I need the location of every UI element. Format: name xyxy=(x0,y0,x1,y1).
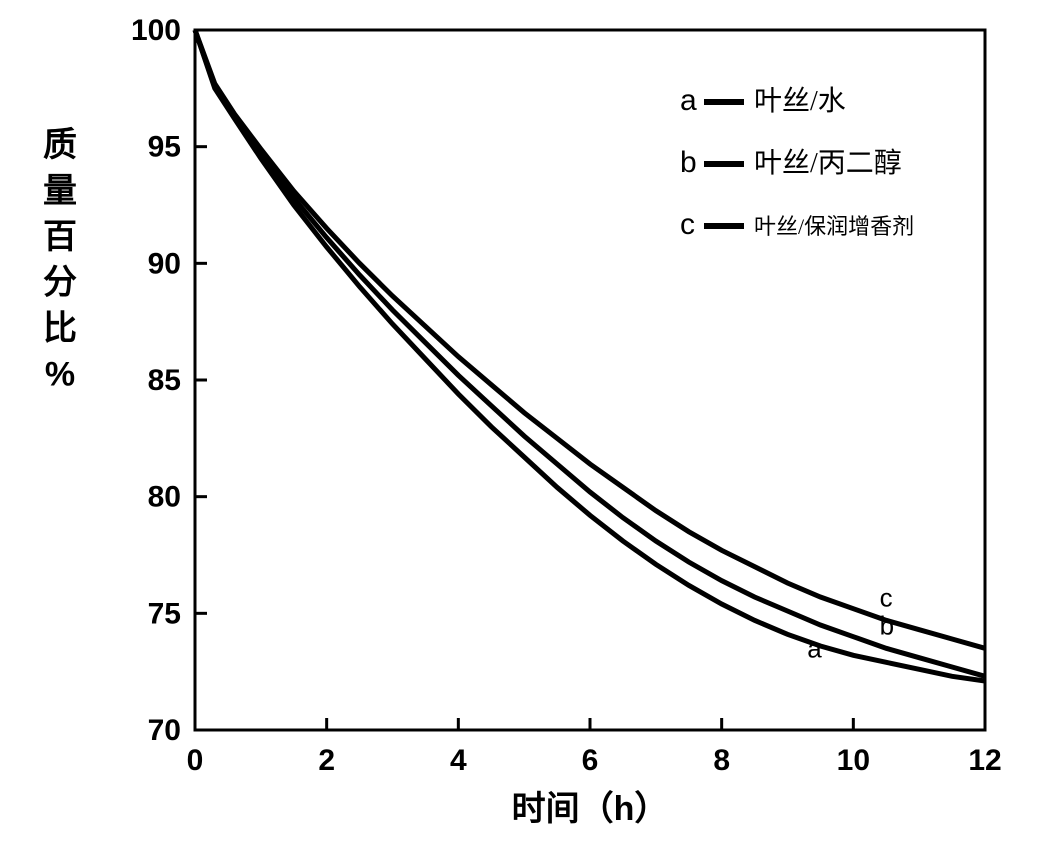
y-axis-title-char: 量 xyxy=(43,172,77,210)
legend-prefix-a: a xyxy=(680,84,697,117)
y-tick-label: 75 xyxy=(148,597,181,630)
x-tick-label: 4 xyxy=(450,744,467,777)
y-axis-title-char: 百 xyxy=(43,218,77,256)
curve-label-a: a xyxy=(807,634,822,664)
y-tick-label: 85 xyxy=(148,364,181,397)
x-tick-label: 2 xyxy=(318,744,335,777)
x-tick-label: 0 xyxy=(187,744,204,777)
y-tick-label: 90 xyxy=(148,247,181,280)
x-tick-label: 10 xyxy=(837,744,870,777)
legend-label-c: 叶丝/保润增香剂 xyxy=(754,214,914,239)
curve-label-c: c xyxy=(880,582,893,612)
y-tick-label: 100 xyxy=(131,14,181,47)
x-tick-label: 12 xyxy=(968,744,1001,777)
y-axis-title-char: 比 xyxy=(43,310,77,348)
y-tick-label: 70 xyxy=(148,714,181,747)
y-tick-label: 80 xyxy=(148,481,181,514)
legend-label-b: 叶丝/丙二醇 xyxy=(754,147,902,179)
legend-label-a: 叶丝/水 xyxy=(754,85,846,117)
y-axis-title-char: % xyxy=(45,356,75,394)
x-tick-label: 6 xyxy=(582,744,599,777)
y-axis-title-char: 质 xyxy=(43,126,77,164)
y-tick-label: 95 xyxy=(148,131,181,164)
x-tick-label: 8 xyxy=(713,744,730,777)
legend-prefix-c: c xyxy=(680,208,695,241)
line-chart: 024681012707580859095100时间（h）质量百分比%abca叶… xyxy=(0,0,1054,854)
curve-label-b: b xyxy=(880,610,894,640)
legend-prefix-b: b xyxy=(680,146,697,179)
y-axis-title-char: 分 xyxy=(43,264,77,302)
x-axis-title: 时间（h） xyxy=(512,789,669,828)
chart-container: 024681012707580859095100时间（h）质量百分比%abca叶… xyxy=(0,0,1054,854)
